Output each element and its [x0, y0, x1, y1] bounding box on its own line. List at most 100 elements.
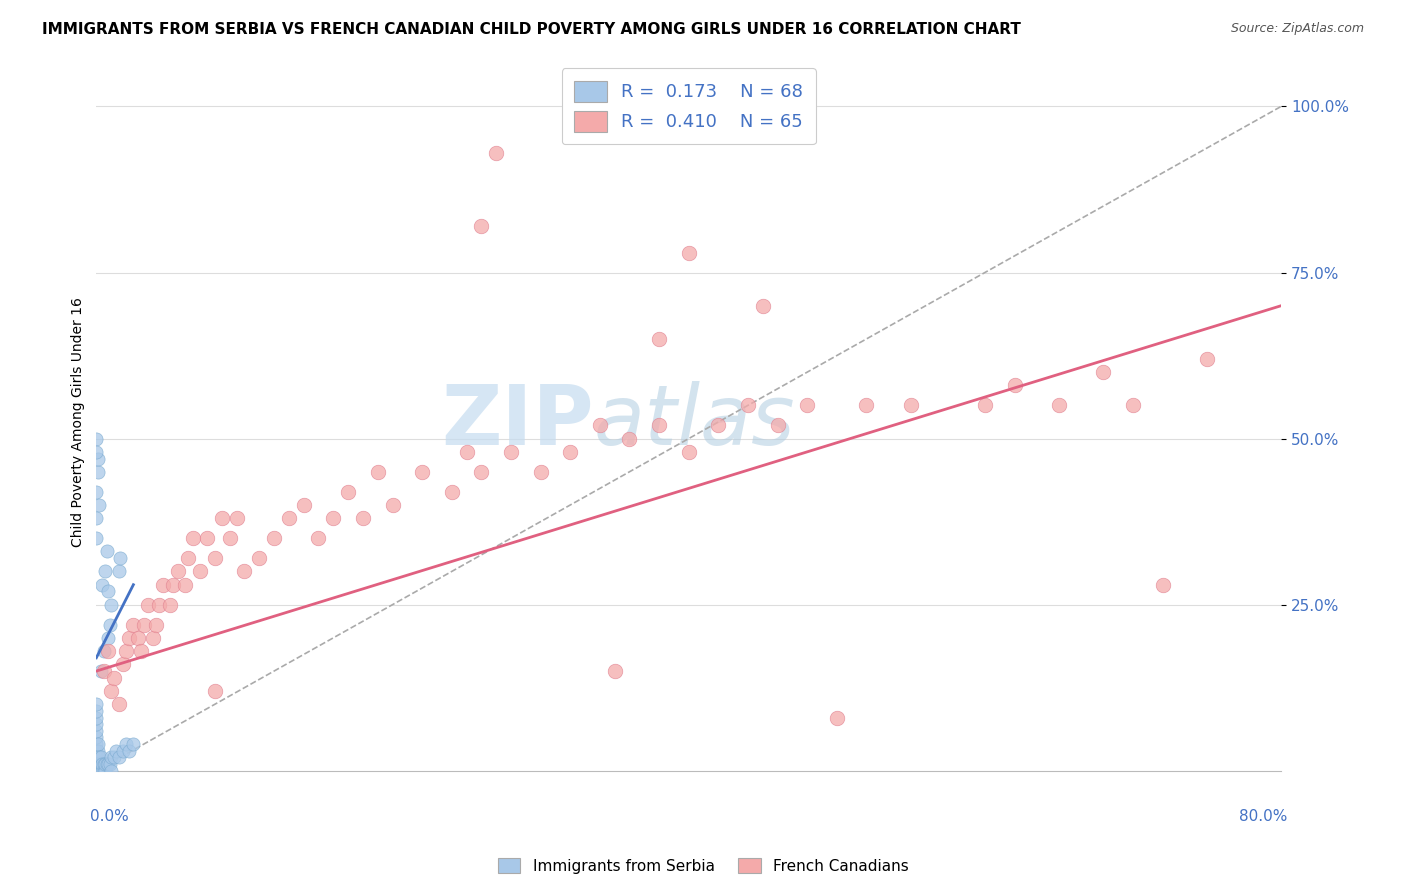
Text: 80.0%: 80.0%: [1239, 809, 1286, 824]
Point: [86, 764, 108, 778]
Point: [752, 299, 775, 313]
Point: [87, 764, 110, 778]
Point: [103, 671, 125, 685]
Point: [218, 531, 240, 545]
Point: [766, 418, 789, 433]
Point: [589, 418, 612, 433]
Point: [132, 617, 155, 632]
Point: [86, 531, 108, 545]
Point: [648, 418, 671, 433]
Point: [86, 750, 108, 764]
Point: [86, 710, 108, 724]
Point: [1092, 365, 1115, 379]
Point: [277, 511, 299, 525]
Point: [86, 764, 108, 778]
Point: [118, 744, 141, 758]
Point: [322, 511, 344, 525]
Point: [100, 764, 122, 778]
Point: [233, 565, 256, 579]
Point: [87, 750, 110, 764]
Point: [678, 445, 700, 459]
Point: [87, 451, 110, 466]
Point: [107, 565, 129, 579]
Point: [352, 511, 374, 525]
Point: [177, 551, 200, 566]
Point: [86, 764, 108, 778]
Point: [107, 698, 129, 712]
Point: [89, 757, 111, 772]
Point: [127, 631, 149, 645]
Point: [89, 750, 111, 764]
Point: [97, 644, 120, 658]
Point: [91, 757, 114, 772]
Point: [104, 744, 127, 758]
Point: [1197, 351, 1219, 366]
Point: [226, 511, 249, 525]
Point: [87, 737, 110, 751]
Point: [204, 551, 226, 566]
Point: [97, 584, 120, 599]
Point: [1122, 398, 1144, 412]
Point: [211, 511, 233, 525]
Point: [86, 445, 108, 459]
Point: [159, 598, 181, 612]
Point: [162, 578, 184, 592]
Point: [100, 750, 122, 764]
Point: [678, 245, 700, 260]
Point: [90, 750, 112, 764]
Point: [89, 764, 111, 778]
Point: [87, 465, 110, 479]
Point: [136, 598, 159, 612]
Point: [96, 757, 118, 772]
Point: [166, 565, 188, 579]
Point: [470, 219, 492, 233]
Point: [97, 757, 120, 772]
Point: [292, 498, 315, 512]
Point: [98, 617, 121, 632]
Point: [94, 565, 117, 579]
Point: [86, 757, 108, 772]
Point: [89, 498, 111, 512]
Point: [115, 737, 138, 751]
Point: [94, 764, 117, 778]
Point: [530, 465, 553, 479]
Point: [86, 764, 108, 778]
Point: [367, 465, 389, 479]
Point: [181, 531, 204, 545]
Point: [100, 684, 122, 698]
Legend: Immigrants from Serbia, French Canadians: Immigrants from Serbia, French Canadians: [492, 852, 914, 880]
Point: [86, 744, 108, 758]
Point: [86, 750, 108, 764]
Point: [122, 737, 145, 751]
Point: [188, 565, 211, 579]
Text: atlas: atlas: [593, 382, 796, 462]
Point: [796, 398, 818, 412]
Text: 0.0%: 0.0%: [90, 809, 129, 824]
Point: [118, 631, 141, 645]
Point: [381, 498, 404, 512]
Point: [86, 764, 108, 778]
Point: [129, 644, 152, 658]
Point: [103, 750, 125, 764]
Point: [603, 664, 626, 678]
Point: [86, 764, 108, 778]
Point: [86, 764, 108, 778]
Point: [86, 723, 108, 738]
Point: [308, 531, 330, 545]
Point: [560, 445, 582, 459]
Point: [111, 657, 134, 672]
Point: [93, 664, 115, 678]
Point: [204, 684, 226, 698]
Point: [111, 744, 134, 758]
Point: [96, 544, 118, 558]
Point: [855, 398, 877, 412]
Point: [152, 578, 174, 592]
Point: [148, 598, 170, 612]
Point: [100, 598, 122, 612]
Point: [86, 704, 108, 718]
Point: [94, 757, 117, 772]
Point: [87, 744, 110, 758]
Point: [707, 418, 730, 433]
Point: [86, 511, 108, 525]
Point: [86, 717, 108, 731]
